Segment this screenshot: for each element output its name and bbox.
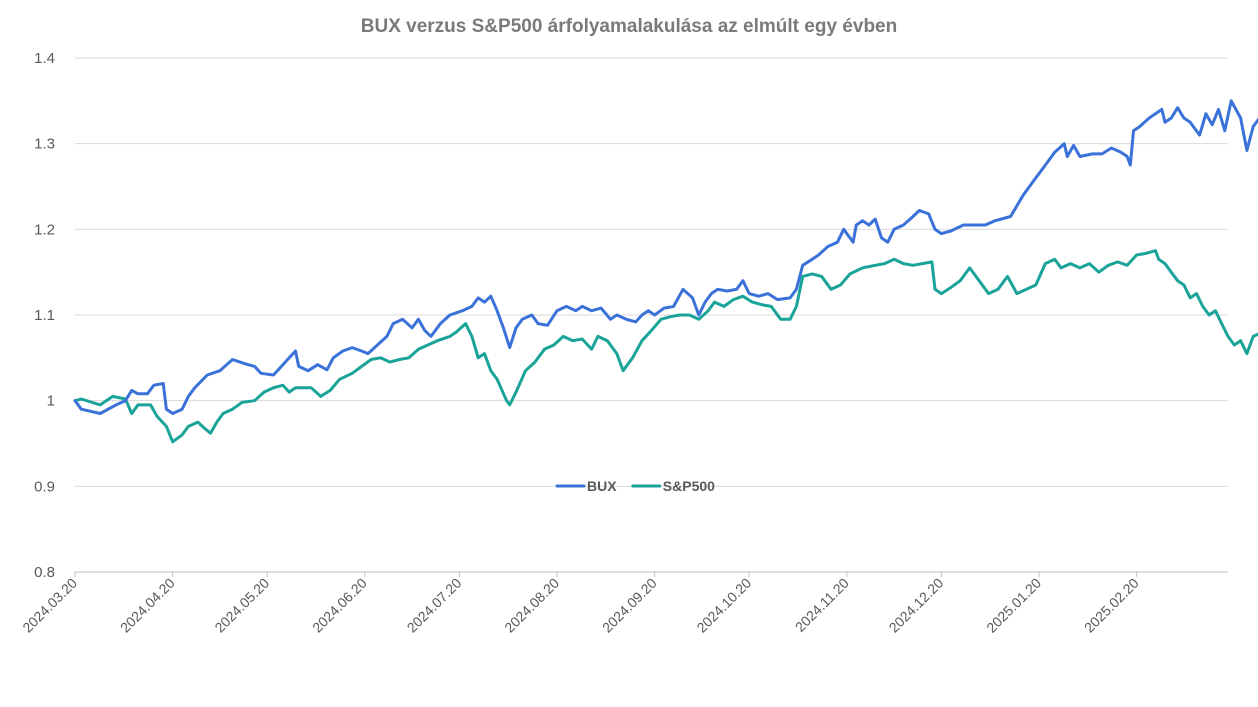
x-tick-label: 2024.03.20 bbox=[19, 575, 80, 636]
axes: 0.8 0.9 1 1.1 1.2 1.3 1.4 2024.03.20 2024.04.20 2… bbox=[19, 50, 1228, 636]
series-line-bux bbox=[73, 99, 1258, 415]
y-tick-label: 1.2 bbox=[34, 221, 55, 238]
grid-lines bbox=[75, 57, 1228, 487]
chart-title: BUX verzus S&P500 árfolyamalakulása az e… bbox=[361, 16, 897, 37]
y-tick-label: 1.1 bbox=[34, 307, 55, 324]
x-tick-label: 2024.11.20 bbox=[792, 575, 852, 635]
x-tick-label: 2024.05.20 bbox=[211, 575, 272, 636]
x-tick-label: 2024.12.20 bbox=[886, 575, 947, 636]
x-tick-label: 2025.01.20 bbox=[983, 575, 1044, 636]
y-tick-label: 0.8 bbox=[34, 564, 55, 581]
legend-label-sp500: S&P500 bbox=[663, 478, 715, 494]
legend: BUX S&P500 bbox=[555, 478, 715, 494]
y-tick-label: 1.3 bbox=[34, 136, 55, 153]
x-tick-label: 2024.10.20 bbox=[693, 575, 754, 636]
x-tick-label: 2024.04.20 bbox=[117, 575, 178, 636]
y-tick-label: 0.9 bbox=[34, 478, 55, 495]
y-tick-label: 1.4 bbox=[34, 50, 55, 67]
legend-label-bux: BUX bbox=[587, 478, 617, 494]
x-tick-label: 2024.06.20 bbox=[309, 575, 370, 636]
y-tick-label: 1 bbox=[47, 393, 55, 410]
x-tick-label: 2024.08.20 bbox=[501, 575, 562, 636]
series-lines bbox=[73, 99, 1258, 444]
x-tick-label: 2024.07.20 bbox=[404, 575, 465, 636]
series-line-sp500 bbox=[73, 249, 1258, 444]
x-tick-label: 2025.02.20 bbox=[1081, 575, 1142, 636]
x-tick-label: 2024.09.20 bbox=[599, 575, 660, 636]
